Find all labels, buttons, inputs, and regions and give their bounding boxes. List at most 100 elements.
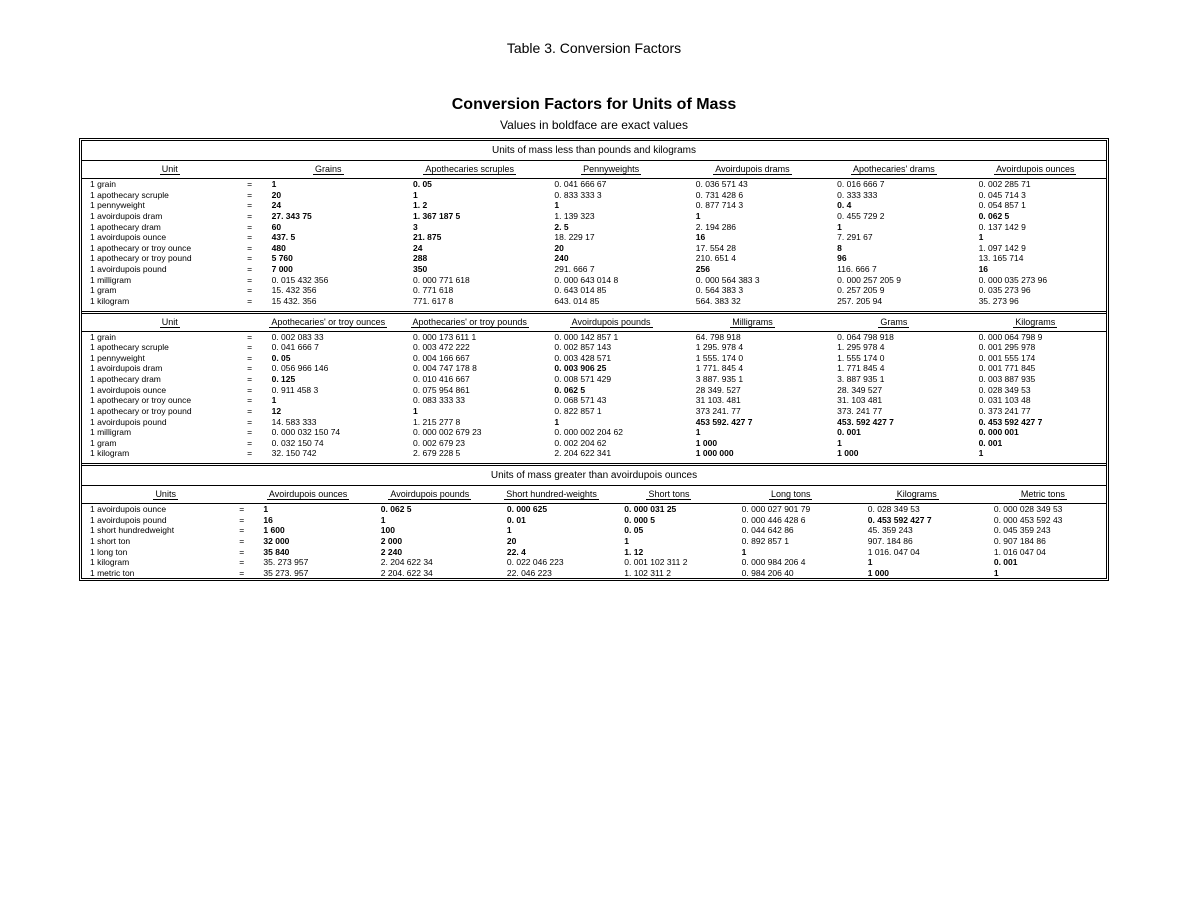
value-cell: 0. 062 5 bbox=[540, 385, 681, 396]
value-cell: 0. 001 555 174 bbox=[965, 353, 1106, 364]
page: Table 3. Conversion Factors Conversion F… bbox=[79, 40, 1109, 581]
table-row: 1 apothecary or troy ounce=480242017. 55… bbox=[82, 243, 1106, 254]
unit-cell: 1 avoirdupois dram bbox=[82, 211, 242, 222]
value-cell: 1 bbox=[610, 536, 727, 547]
value-cell: 0. 984 206 40 bbox=[728, 568, 854, 579]
unit-cell: 1 avoirdupois pound bbox=[82, 515, 234, 526]
column-header: Unit bbox=[82, 314, 258, 332]
value-cell: 0. 064 798 918 bbox=[823, 331, 964, 342]
equals-cell: = bbox=[242, 331, 258, 342]
column-header: Grams bbox=[823, 314, 964, 332]
unit-cell: 1 kilogram bbox=[82, 296, 242, 307]
value-cell: 1 bbox=[399, 190, 540, 201]
equals-cell: = bbox=[242, 363, 258, 374]
value-cell: 21. 875 bbox=[399, 232, 540, 243]
table-caption: Table 3. Conversion Factors bbox=[79, 40, 1109, 56]
value-cell: 15. 432 356 bbox=[258, 285, 399, 296]
value-cell: 453 592. 427 7 bbox=[682, 417, 823, 428]
value-cell: 0. 000 002 679 23 bbox=[399, 427, 540, 438]
value-cell: 1 bbox=[399, 406, 540, 417]
value-cell: 256 bbox=[682, 264, 823, 275]
value-cell: 7. 291 67 bbox=[823, 232, 964, 243]
value-cell: 0. 000 002 204 62 bbox=[540, 427, 681, 438]
value-cell: 0. 05 bbox=[399, 179, 540, 190]
unit-cell: 1 apothecary or troy ounce bbox=[82, 243, 242, 254]
value-cell: 0. 002 083 33 bbox=[258, 331, 399, 342]
value-cell: 0. 771 618 bbox=[399, 285, 540, 296]
column-header: Avoirdupois pounds bbox=[540, 314, 681, 332]
table-row: 1 avoirdupois dram=27. 343 751. 367 187 … bbox=[82, 211, 1106, 222]
value-cell: 60 bbox=[258, 222, 399, 233]
value-cell: 0. 643 014 85 bbox=[540, 285, 681, 296]
equals-cell: = bbox=[242, 385, 258, 396]
value-cell: 32. 150 742 bbox=[258, 448, 399, 459]
value-cell: 18. 229 17 bbox=[540, 232, 681, 243]
value-cell: 0. 036 571 43 bbox=[682, 179, 823, 190]
value-cell: 1. 12 bbox=[610, 547, 727, 558]
equals-cell: = bbox=[242, 353, 258, 364]
value-cell: 0. 004 166 667 bbox=[399, 353, 540, 364]
value-cell: 0. 000 625 bbox=[493, 504, 610, 515]
value-cell: 0. 907 184 86 bbox=[980, 536, 1106, 547]
value-cell: 16 bbox=[965, 264, 1106, 275]
value-cell: 24 bbox=[399, 243, 540, 254]
value-cell: 0. 016 666 7 bbox=[823, 179, 964, 190]
value-cell: 0. 892 857 1 bbox=[728, 536, 854, 547]
value-cell: 1. 367 187 5 bbox=[399, 211, 540, 222]
value-cell: 14. 583 333 bbox=[258, 417, 399, 428]
column-header: Avoirdupois ounces bbox=[249, 486, 366, 504]
unit-cell: 1 pennyweight bbox=[82, 200, 242, 211]
table-row: 1 avoirdupois pound=14. 583 3331. 215 27… bbox=[82, 417, 1106, 428]
value-cell: 0. 833 333 3 bbox=[540, 190, 681, 201]
table-row: 1 avoirdupois dram=0. 056 966 1460. 004 … bbox=[82, 363, 1106, 374]
value-cell: 0. 002 204 62 bbox=[540, 438, 681, 449]
value-cell: 1 000 000 bbox=[682, 448, 823, 459]
value-cell: 0. 062 5 bbox=[965, 211, 1106, 222]
column-header: Unit bbox=[82, 161, 258, 179]
value-cell: 0. 003 472 222 bbox=[399, 342, 540, 353]
value-cell: 3 887. 935 1 bbox=[682, 374, 823, 385]
equals-cell: = bbox=[234, 547, 249, 558]
value-cell: 27. 343 75 bbox=[258, 211, 399, 222]
table-row: 1 grain=0. 002 083 330. 000 173 611 10. … bbox=[82, 331, 1106, 342]
value-cell: 1. 215 277 8 bbox=[399, 417, 540, 428]
value-cell: 0. 003 428 571 bbox=[540, 353, 681, 364]
value-cell: 100 bbox=[367, 525, 493, 536]
value-cell: 1. 2 bbox=[399, 200, 540, 211]
value-cell: 1. 139 323 bbox=[540, 211, 681, 222]
value-cell: 2 240 bbox=[367, 547, 493, 558]
value-cell: 0. 05 bbox=[610, 525, 727, 536]
value-cell: 1 bbox=[854, 557, 980, 568]
value-cell: 1 bbox=[965, 232, 1106, 243]
table-row: 1 metric ton= 35 273. 9572 204. 622 34 2… bbox=[82, 568, 1106, 579]
value-cell: 1 bbox=[980, 568, 1106, 579]
value-cell: 1 bbox=[965, 448, 1106, 459]
unit-cell: 1 avoirdupois pound bbox=[82, 417, 242, 428]
value-cell: 643. 014 85 bbox=[540, 296, 681, 307]
equals-cell: = bbox=[234, 568, 249, 579]
value-cell: 0. 000 142 857 1 bbox=[540, 331, 681, 342]
equals-cell: = bbox=[242, 438, 258, 449]
value-cell: 20 bbox=[258, 190, 399, 201]
equals-cell: = bbox=[242, 285, 258, 296]
equals-cell: = bbox=[242, 296, 258, 307]
table-row: 1 apothecary scruple=0. 041 666 70. 003 … bbox=[82, 342, 1106, 353]
column-header: Apothecaries' or troy pounds bbox=[399, 314, 540, 332]
column-header: Long tons bbox=[728, 486, 854, 504]
value-cell: 1 bbox=[540, 417, 681, 428]
table-row: 1 avoirdupois ounce= 1 0. 062 5 0. 000 6… bbox=[82, 504, 1106, 515]
equals-cell: = bbox=[242, 222, 258, 233]
value-cell: 0. 000 984 206 4 bbox=[728, 557, 854, 568]
unit-cell: 1 pennyweight bbox=[82, 353, 242, 364]
value-cell: 257. 205 94 bbox=[823, 296, 964, 307]
table-row: 1 apothecary or troy pound=1210. 822 857… bbox=[82, 406, 1106, 417]
value-cell: 1 000 bbox=[823, 448, 964, 459]
unit-cell: 1 avoirdupois pound bbox=[82, 264, 242, 275]
equals-cell: = bbox=[234, 525, 249, 536]
value-cell: 22. 046 223 bbox=[493, 568, 610, 579]
value-cell: 0. 05 bbox=[258, 353, 399, 364]
unit-cell: 1 avoirdupois dram bbox=[82, 363, 242, 374]
subtitle: Values in boldface are exact values bbox=[79, 118, 1109, 132]
value-cell: 20 bbox=[540, 243, 681, 254]
value-cell: 45. 359 243 bbox=[854, 525, 980, 536]
